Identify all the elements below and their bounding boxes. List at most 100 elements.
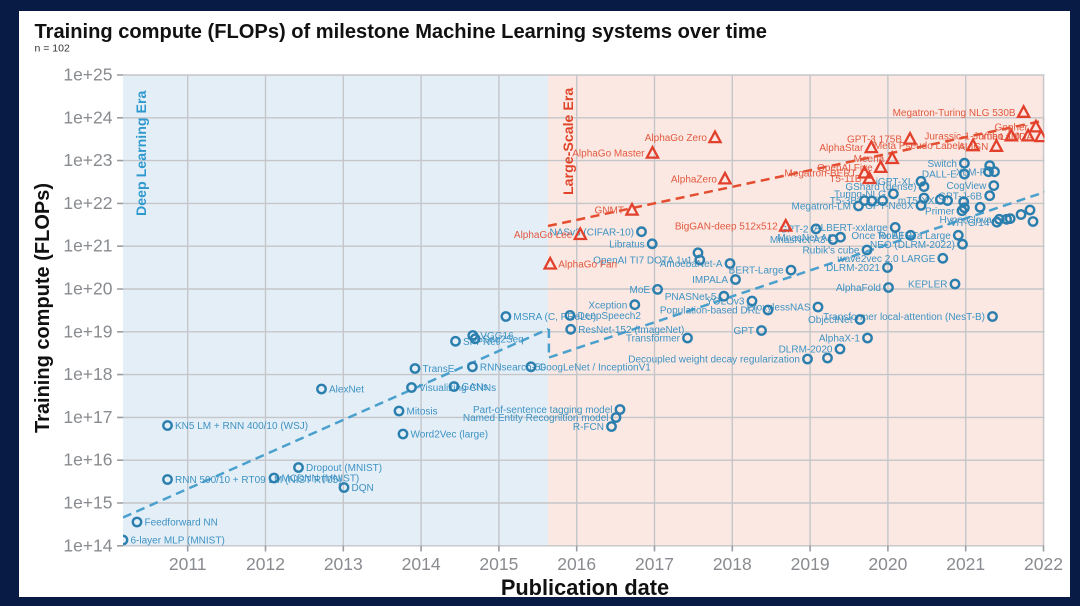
svg-text:CogView: CogView — [946, 181, 987, 192]
svg-text:IMPALA: IMPALA — [692, 275, 728, 286]
svg-text:wave2vec 2.0 LARGE: wave2vec 2.0 LARGE — [836, 254, 935, 265]
svg-text:1e+25: 1e+25 — [63, 65, 112, 85]
svg-text:KEPLER: KEPLER — [908, 280, 947, 291]
svg-text:Yuan 1.0: Yuan 1.0 — [981, 131, 1021, 142]
svg-text:Xception: Xception — [588, 300, 627, 311]
svg-text:XLM-R: XLM-R — [956, 167, 987, 178]
svg-text:Mitosis: Mitosis — [407, 407, 438, 418]
svg-text:MoE: MoE — [630, 285, 651, 296]
svg-text:Rubik's cube: Rubik's cube — [803, 246, 860, 257]
svg-text:1e+14: 1e+14 — [63, 535, 112, 555]
svg-text:GoogLeNet / InceptionV1: GoogLeNet / InceptionV1 — [539, 362, 652, 373]
svg-text:1e+23: 1e+23 — [63, 150, 112, 170]
svg-text:Training compute (FLOPs): Training compute (FLOPs) — [32, 183, 54, 433]
svg-text:PNASNet-5: PNASNet-5 — [665, 292, 717, 303]
svg-text:2019: 2019 — [791, 554, 830, 574]
svg-text:1e+18: 1e+18 — [63, 364, 112, 384]
svg-text:Transformer: Transformer — [626, 334, 681, 345]
svg-text:2011: 2011 — [169, 554, 207, 574]
svg-text:GPT-J-6B: GPT-J-6B — [938, 191, 982, 202]
svg-text:Part-of-sentence tagging model: Part-of-sentence tagging model — [473, 405, 613, 416]
svg-text:MnasNet-A3: MnasNet-A3 — [770, 235, 826, 246]
svg-text:2014: 2014 — [402, 554, 441, 574]
svg-text:2022: 2022 — [1024, 554, 1063, 574]
svg-text:Transformer local-attention (N: Transformer local-attention (NesT-B) — [823, 312, 985, 323]
svg-text:Once for All: Once for All — [851, 231, 903, 242]
svg-text:GPT-NeoX: GPT-NeoX — [865, 201, 914, 212]
svg-text:Switch: Switch — [927, 159, 956, 170]
svg-text:Word2Vec (large): Word2Vec (large) — [411, 430, 489, 441]
svg-text:AlphaGo Master: AlphaGo Master — [572, 149, 645, 160]
svg-text:ViT-G/14: ViT-G/14 — [950, 218, 990, 229]
svg-text:GPT: GPT — [733, 326, 754, 337]
svg-text:iGPT-XL: iGPT-XL — [876, 177, 914, 188]
svg-text:ALIGN: ALIGN — [958, 142, 988, 153]
svg-text:OpenAI TI7 DOTA 1v1: OpenAI TI7 DOTA 1v1 — [593, 256, 693, 267]
svg-text:Jurassic-1-Jumbo: Jurassic-1-Jumbo — [924, 131, 1003, 142]
svg-text:R-FCN: R-FCN — [573, 422, 604, 433]
svg-text:VGG16: VGG16 — [480, 331, 514, 342]
svg-text:Megatron-Turing NLG 530B: Megatron-Turing NLG 530B — [893, 108, 1016, 119]
svg-text:Primer: Primer — [925, 206, 955, 217]
svg-text:2013: 2013 — [324, 554, 363, 574]
svg-text:BigGAN-deep 512x512: BigGAN-deep 512x512 — [675, 222, 778, 233]
svg-text:MCDNN (MNIST): MCDNN (MNIST) — [282, 474, 360, 485]
svg-text:Libratus: Libratus — [609, 239, 645, 250]
svg-text:ALBERT-xxlarge: ALBERT-xxlarge — [814, 223, 888, 234]
svg-text:Deep Learning Era: Deep Learning Era — [134, 91, 150, 216]
svg-text:1e+20: 1e+20 — [63, 279, 112, 299]
svg-text:1e+22: 1e+22 — [63, 193, 112, 213]
svg-text:RNN 500/10 + RT09 LM (NIST RT0: RNN 500/10 + RT09 LM (NIST RT05) — [175, 475, 341, 486]
svg-text:1e+24: 1e+24 — [63, 107, 112, 127]
svg-text:RNNsearch-50: RNNsearch-50 — [480, 362, 547, 373]
svg-text:2015: 2015 — [479, 554, 518, 574]
svg-text:AlphaFold: AlphaFold — [836, 283, 881, 294]
svg-text:AmoebaNet-A: AmoebaNet-A — [660, 259, 723, 270]
svg-text:GNMT: GNMT — [595, 206, 624, 217]
svg-text:Turing-NLG: Turing-NLG — [834, 189, 886, 200]
svg-text:AlphaStar: AlphaStar — [819, 143, 864, 154]
svg-text:AlphaX-1: AlphaX-1 — [819, 334, 861, 345]
svg-text:n = 102: n = 102 — [35, 43, 70, 55]
svg-text:T5-3B: T5-3B — [830, 196, 858, 207]
svg-text:2020: 2020 — [868, 554, 907, 574]
svg-text:OpenAI Five: OpenAI Five — [817, 163, 873, 174]
svg-text:KN5 LM + RNN 400/10 (WSJ): KN5 LM + RNN 400/10 (WSJ) — [175, 421, 308, 432]
svg-text:AlphaGo Fan: AlphaGo Fan — [558, 260, 617, 271]
svg-text:TransE: TransE — [423, 364, 455, 375]
svg-text:2018: 2018 — [713, 554, 752, 574]
svg-text:1e+15: 1e+15 — [63, 493, 112, 513]
svg-text:GPT-2: GPT-2 — [780, 225, 809, 236]
svg-text:DQN: DQN — [352, 483, 374, 494]
svg-text:Publication date: Publication date — [501, 575, 669, 600]
svg-text:Training compute (FLOPs) of mi: Training compute (FLOPs) of milestone Ma… — [35, 21, 767, 43]
svg-text:SPPNet: SPPNet — [463, 337, 499, 348]
svg-text:NEO (DLRM-2022): NEO (DLRM-2022) — [870, 240, 955, 251]
svg-text:Meena: Meena — [854, 154, 885, 165]
svg-text:AlphaGo Lee: AlphaGo Lee — [514, 230, 573, 241]
svg-text:1e+17: 1e+17 — [63, 407, 112, 427]
svg-text:DALL-E: DALL-E — [922, 170, 957, 181]
svg-text:AlexNet: AlexNet — [329, 385, 364, 396]
svg-text:T5-11B: T5-11B — [829, 174, 861, 185]
svg-text:Large-Scale Era: Large-Scale Era — [561, 88, 577, 195]
svg-text:Seq2Seq: Seq2Seq — [483, 334, 524, 345]
svg-text:1e+19: 1e+19 — [63, 321, 112, 341]
svg-text:DLRM-2021: DLRM-2021 — [826, 263, 880, 274]
svg-text:Population-based DRL: Population-based DRL — [660, 306, 761, 317]
svg-text:Dropout (MNIST): Dropout (MNIST) — [306, 463, 382, 474]
svg-text:2012: 2012 — [246, 554, 285, 574]
svg-text:ResNet-152 (ImageNet): ResNet-152 (ImageNet) — [578, 325, 684, 336]
svg-text:ProxylessNAS: ProxylessNAS — [747, 303, 811, 314]
svg-text:MnasNet-A1: MnasNet-A1 — [777, 233, 833, 244]
svg-text:Decoupled weight decay regular: Decoupled weight decay regularization — [628, 355, 800, 366]
svg-text:GPT-3 175B: GPT-3 175B — [847, 135, 902, 146]
svg-text:MSRA (C, PReLU): MSRA (C, PReLU) — [513, 312, 596, 323]
svg-text:GShard (dense): GShard (dense) — [845, 182, 916, 193]
svg-text:HyperClova: HyperClova — [940, 215, 993, 226]
svg-text:2021: 2021 — [946, 554, 985, 574]
svg-text:1e+16: 1e+16 — [63, 450, 112, 470]
svg-text:GANs: GANs — [462, 382, 489, 393]
svg-text:6-layer MLP (MNIST): 6-layer MLP (MNIST) — [131, 536, 225, 547]
svg-text:Megatron-BERT: Megatron-BERT — [784, 169, 856, 180]
